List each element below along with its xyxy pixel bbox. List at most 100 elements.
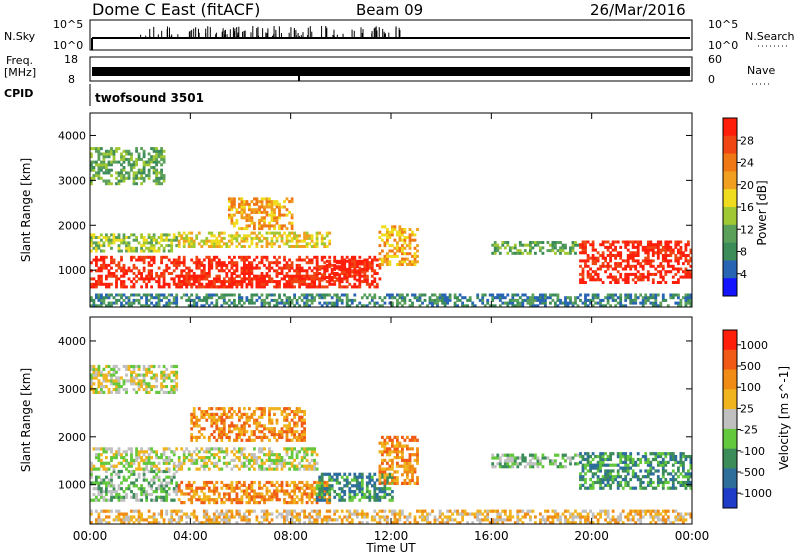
range-cell bbox=[140, 236, 143, 239]
range-cell bbox=[160, 174, 163, 178]
range-cell bbox=[97, 498, 101, 502]
range-cell bbox=[115, 450, 118, 454]
range-cell bbox=[170, 387, 174, 392]
range-cell bbox=[396, 230, 399, 234]
range-cell bbox=[92, 376, 96, 380]
range-cell bbox=[265, 255, 269, 259]
range-cell bbox=[619, 304, 623, 308]
range-cell bbox=[105, 385, 108, 389]
range-cell bbox=[260, 261, 264, 265]
range-cell bbox=[172, 390, 176, 394]
range-cell bbox=[243, 205, 246, 209]
range-cell bbox=[140, 492, 143, 497]
range-cell bbox=[584, 243, 587, 247]
range-cell bbox=[175, 484, 179, 488]
range-cell bbox=[107, 269, 111, 273]
range-cell bbox=[142, 450, 146, 454]
range-cell bbox=[335, 265, 339, 269]
range-cell bbox=[325, 487, 329, 491]
range-cell bbox=[313, 498, 316, 502]
range-cell bbox=[677, 267, 680, 271]
range-cell bbox=[536, 243, 540, 247]
date-title: 26/Mar/2016 bbox=[590, 1, 686, 19]
range-cell bbox=[197, 277, 201, 281]
range-cell bbox=[212, 415, 216, 419]
range-cell bbox=[258, 221, 261, 225]
range-cell bbox=[185, 266, 189, 270]
range-cell bbox=[202, 274, 206, 278]
range-cell bbox=[105, 498, 108, 502]
range-cell bbox=[689, 251, 693, 255]
range-cell bbox=[95, 249, 98, 253]
range-cell bbox=[102, 244, 106, 248]
range-cell bbox=[197, 430, 201, 434]
range-cell bbox=[310, 296, 314, 300]
range-cell bbox=[217, 296, 221, 300]
range-cell bbox=[258, 492, 261, 496]
range-cell bbox=[381, 249, 384, 253]
range-cell bbox=[416, 461, 419, 465]
range-cell bbox=[100, 233, 103, 237]
range-cell bbox=[110, 390, 113, 394]
range-cell bbox=[684, 267, 688, 271]
range-cell bbox=[325, 285, 329, 289]
range-cell bbox=[378, 441, 382, 445]
range-cell bbox=[614, 298, 617, 302]
colorbar-tick-label: 8 bbox=[740, 246, 747, 259]
range-cell bbox=[122, 464, 126, 468]
range-cell bbox=[147, 233, 151, 237]
range-cell bbox=[325, 276, 329, 279]
range-cell bbox=[160, 376, 163, 380]
range-cell bbox=[303, 450, 306, 454]
range-cell bbox=[160, 456, 163, 460]
range-cell bbox=[112, 157, 116, 161]
range-cell bbox=[273, 483, 276, 487]
range-cell bbox=[152, 233, 156, 237]
range-cell bbox=[182, 277, 186, 281]
range-cell bbox=[280, 412, 284, 416]
range-cell bbox=[506, 304, 510, 308]
range-cell bbox=[403, 252, 407, 256]
range-cell bbox=[230, 501, 234, 505]
range-cell bbox=[606, 293, 610, 297]
range-cell bbox=[396, 233, 399, 237]
range-cell bbox=[599, 254, 602, 257]
range-cell bbox=[165, 376, 169, 380]
range-cell bbox=[649, 293, 653, 297]
range-cell bbox=[195, 263, 199, 267]
range-cell bbox=[140, 249, 143, 253]
range-cell bbox=[243, 421, 246, 425]
range-cell bbox=[333, 280, 337, 284]
range-cell bbox=[283, 277, 286, 281]
range-cell bbox=[250, 298, 254, 302]
range-cell bbox=[381, 475, 384, 479]
range-cell bbox=[190, 277, 194, 281]
range-cell bbox=[235, 495, 239, 499]
range-cell bbox=[260, 495, 264, 499]
range-cell bbox=[253, 456, 256, 460]
range-cell bbox=[308, 498, 311, 502]
range-cell bbox=[220, 239, 224, 243]
range-cell bbox=[398, 464, 402, 468]
range-cell bbox=[97, 490, 101, 494]
range-cell bbox=[140, 174, 143, 178]
range-cell bbox=[340, 487, 344, 491]
range-cell bbox=[396, 304, 399, 308]
range-cell bbox=[220, 412, 224, 416]
range-cell bbox=[147, 160, 151, 164]
range-cell bbox=[677, 240, 680, 244]
range-cell bbox=[594, 296, 597, 300]
range-cell bbox=[285, 492, 289, 496]
range-cell bbox=[481, 298, 485, 302]
range-cell bbox=[235, 412, 239, 416]
range-cell bbox=[378, 266, 382, 270]
range-cell bbox=[95, 171, 98, 175]
range-cell bbox=[115, 370, 118, 374]
range-cell bbox=[518, 249, 522, 253]
range-cell bbox=[152, 373, 156, 377]
range-cell bbox=[639, 272, 643, 276]
range-cell bbox=[268, 242, 271, 246]
range-cell bbox=[222, 296, 226, 300]
range-cell bbox=[443, 301, 447, 305]
range-cell bbox=[92, 481, 96, 485]
